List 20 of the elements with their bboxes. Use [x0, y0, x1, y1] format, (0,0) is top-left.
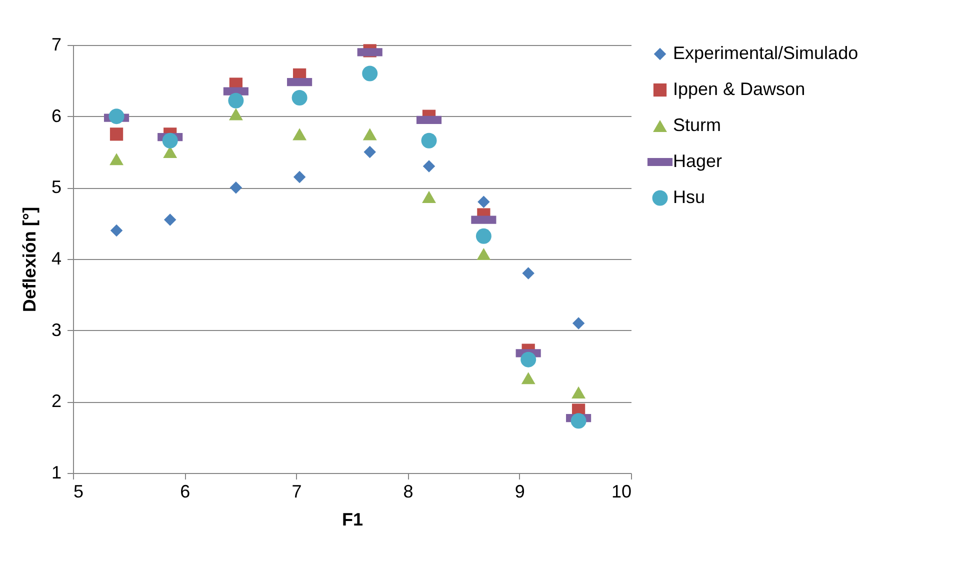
legend-label: Hager [673, 151, 722, 171]
y-tick-label: 2 [51, 391, 62, 412]
legend-label: Sturm [673, 115, 722, 135]
y-tick-label: 4 [51, 248, 62, 268]
legend-label: Hsu [673, 187, 706, 207]
legend-label: Ippen & Dawson [673, 79, 806, 99]
legend-label: Experimental/Simulado [673, 43, 858, 63]
x-tick-label: 9 [514, 482, 525, 502]
y-axis-title: Deflexión [°] [19, 206, 40, 312]
x-axis-title: F1 [342, 510, 364, 530]
y-tick-label: 1 [51, 462, 62, 482]
x-tick-label: 7 [292, 482, 302, 502]
y-tick-label: 3 [51, 320, 62, 340]
y-tick-label: 5 [51, 177, 62, 198]
x-tick-label: 5 [74, 482, 84, 502]
x-tick-label: 10 [611, 482, 632, 502]
x-tick-label: 6 [180, 482, 190, 502]
x-tick-label: 8 [403, 482, 414, 502]
y-tick-label: 6 [51, 106, 62, 126]
y-tick-label: 7 [51, 34, 62, 54]
